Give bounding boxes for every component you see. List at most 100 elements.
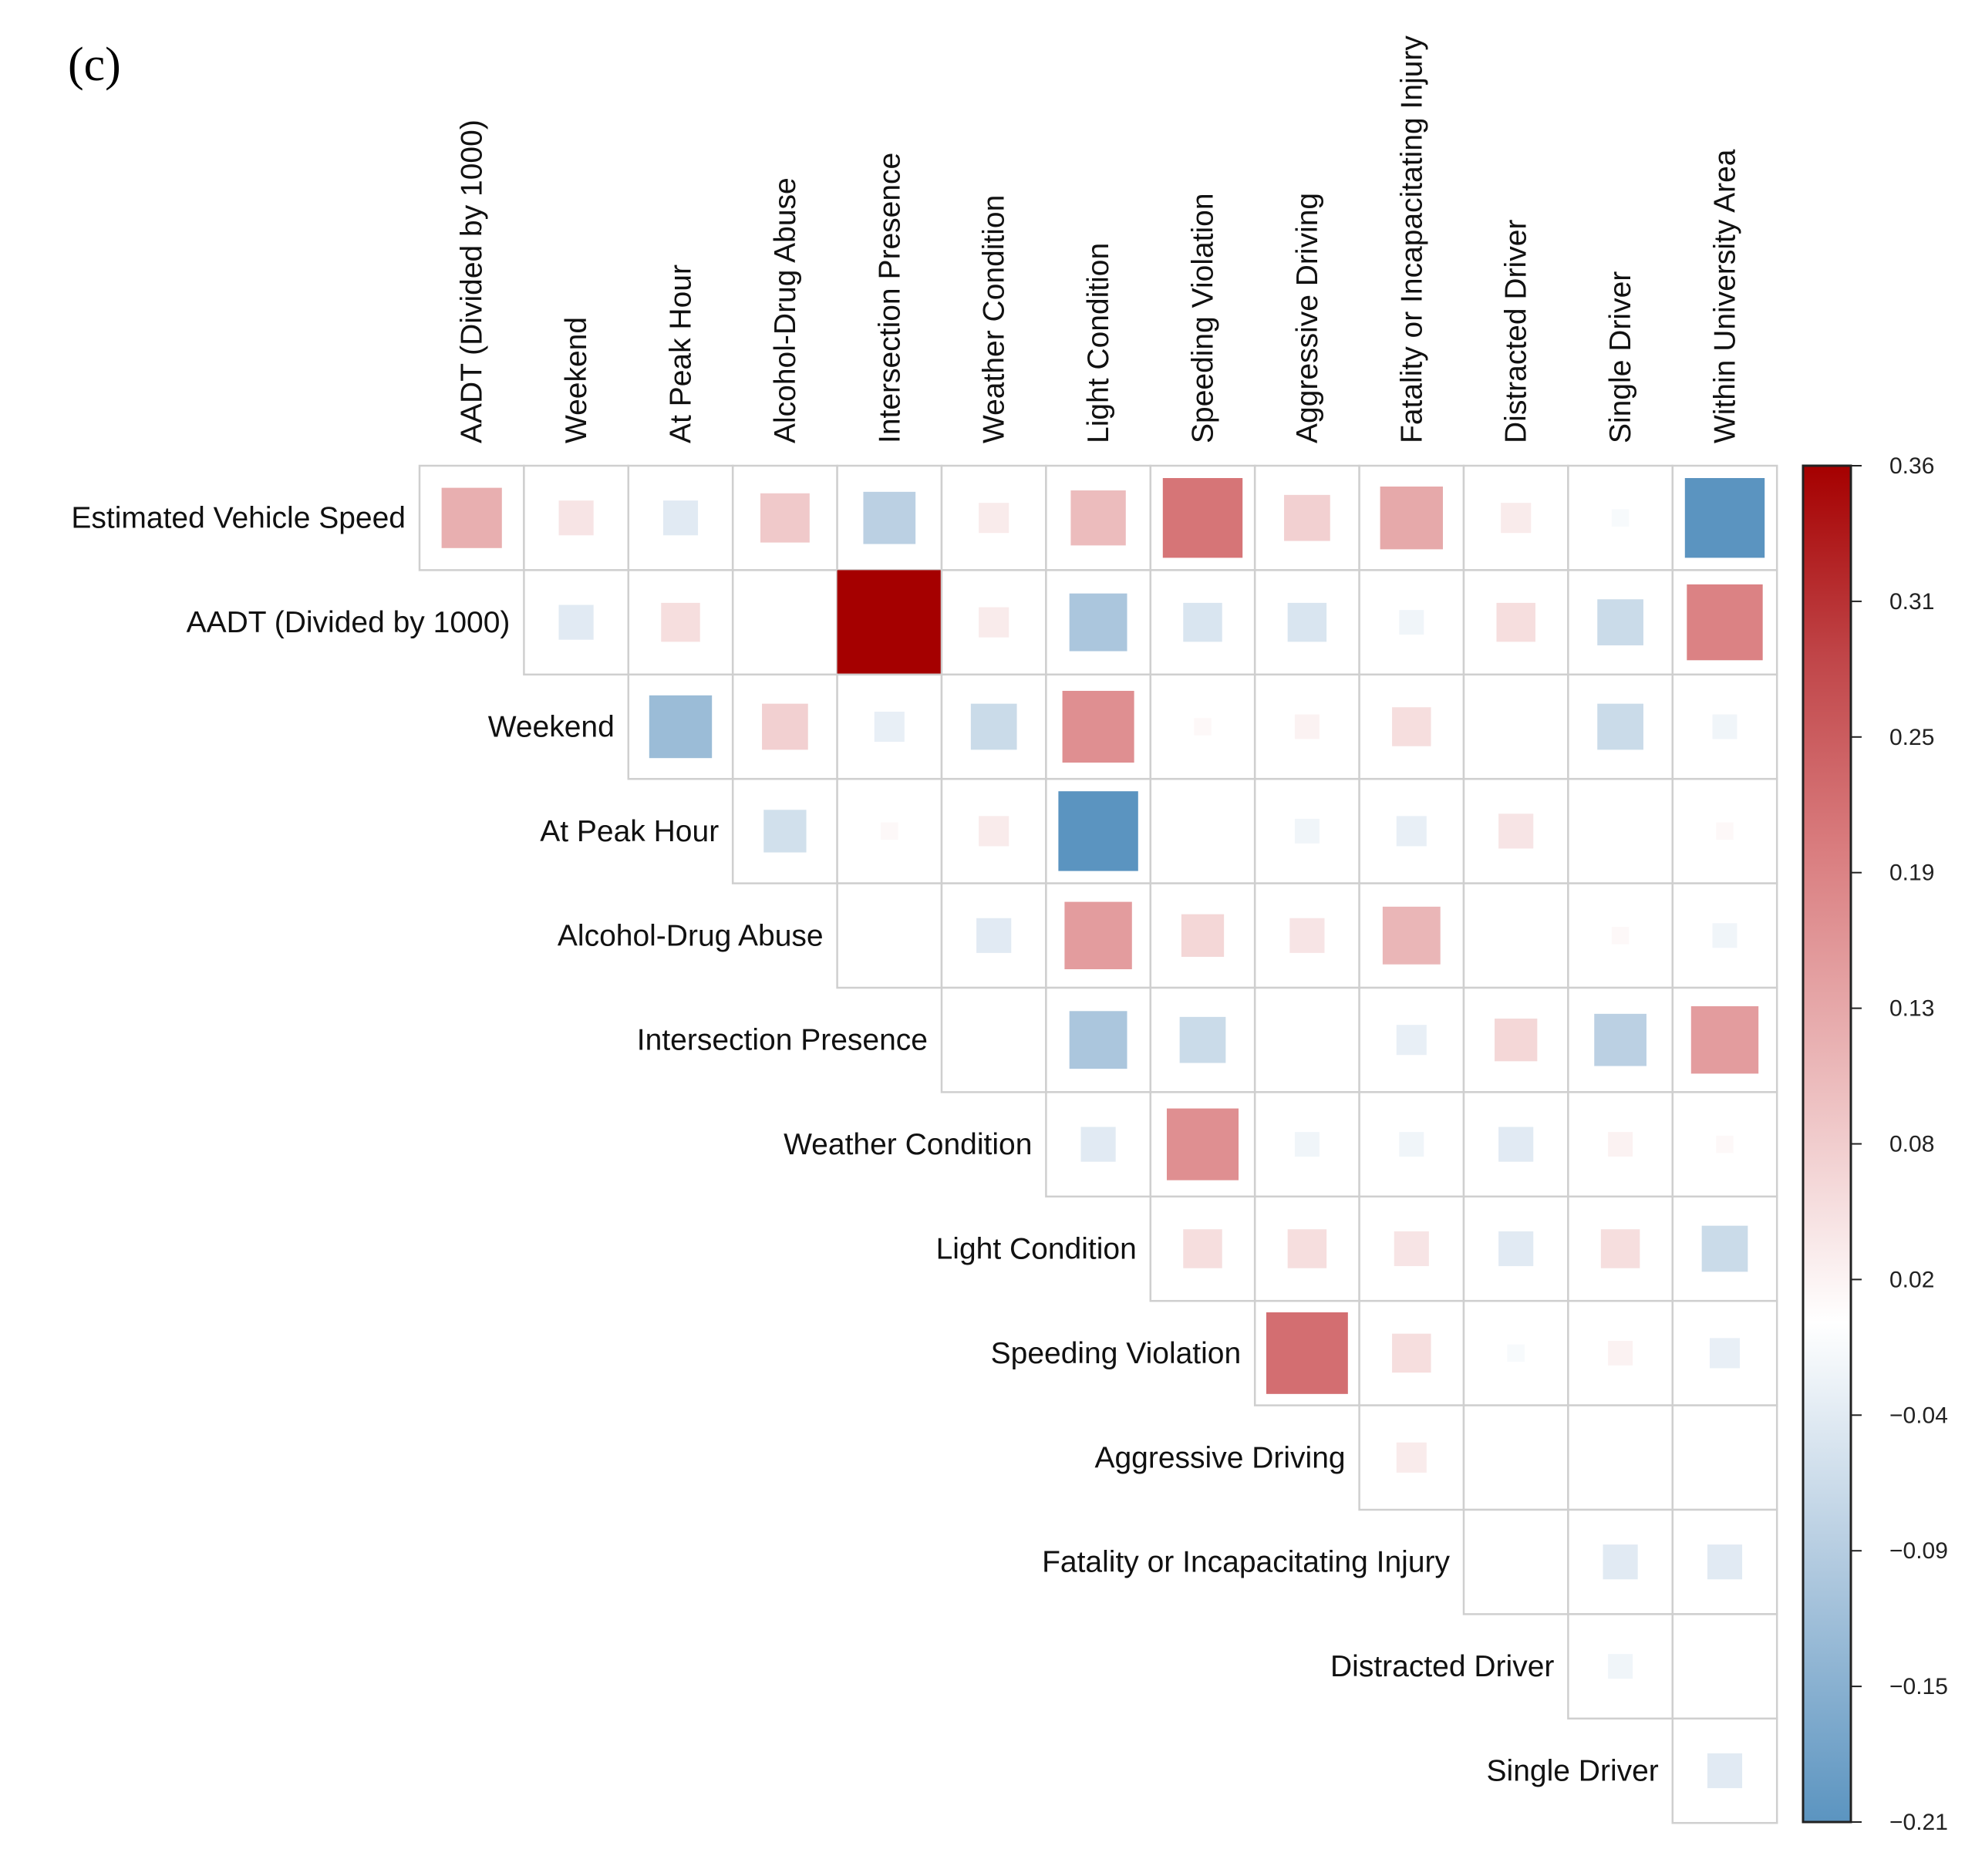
row-label: Light Condition (936, 1233, 1137, 1266)
matrix-cell (1567, 1404, 1674, 1511)
correlation-square (1284, 494, 1330, 541)
correlation-square (1080, 1127, 1116, 1162)
column-label: Speeding Violation (1187, 193, 1220, 443)
correlation-square (760, 493, 810, 543)
correlation-square (1501, 503, 1532, 534)
correlation-square (1507, 1344, 1525, 1362)
colorbar-tick-label: −0.15 (1889, 1674, 1948, 1699)
row-label: Weekend (488, 711, 615, 744)
correlation-square (1396, 816, 1427, 847)
correlation-square (1496, 602, 1535, 642)
correlation-square (1058, 791, 1138, 871)
correlation-square (1394, 1231, 1429, 1267)
row-label: Alcohol-Drug Abuse (558, 919, 824, 952)
correlation-square (558, 500, 594, 536)
correlation-square (1515, 1457, 1519, 1461)
correlation-square (1724, 1666, 1728, 1670)
correlation-square (1062, 690, 1134, 763)
correlation-square (1069, 1011, 1127, 1069)
colorbar-gradient (1802, 464, 1852, 1824)
column-label: Fatality or Incapacitating Injury (1395, 35, 1428, 443)
correlation-square (1070, 490, 1126, 546)
matrix-cell (940, 777, 1047, 884)
colorbar-tick-label: −0.21 (1889, 1810, 1948, 1835)
correlation-square (1515, 935, 1519, 939)
correlation-square (1380, 487, 1443, 550)
correlation-square (1597, 703, 1643, 750)
column-label: At Peak Hour (665, 264, 698, 443)
correlation-square (881, 822, 898, 840)
correlation-square (889, 935, 893, 939)
correlation-square (1294, 714, 1320, 739)
colorbar-tick-label: 0.25 (1889, 725, 1934, 750)
correlation-square (863, 491, 916, 544)
correlation-square (1392, 1333, 1431, 1373)
correlation-square (979, 607, 1009, 638)
matrix-cell (1358, 569, 1465, 676)
correlation-square (979, 816, 1009, 847)
correlation-square (1181, 914, 1225, 957)
correlation-square (1498, 813, 1534, 849)
row-label: Aggressive Driving (1094, 1441, 1345, 1474)
correlation-square (993, 1039, 997, 1043)
column-label: Light Condition (1082, 243, 1115, 443)
correlation-square (1498, 1231, 1534, 1267)
row-label: Speeding Violation (991, 1337, 1242, 1370)
correlation-square (1600, 1229, 1640, 1268)
correlation-square (441, 487, 502, 548)
correlation-square (1594, 1013, 1646, 1066)
correlation-square (1162, 477, 1243, 558)
column-label: AADT (Divided by 1000) (456, 120, 489, 443)
correlation-square (1069, 593, 1127, 652)
correlation-square (1396, 1442, 1427, 1473)
correlation-square (1392, 707, 1431, 746)
correlation-square (1712, 923, 1737, 948)
correlation-square (837, 570, 942, 675)
column-label: Intersection Presence (873, 153, 906, 443)
correlation-square (979, 503, 1009, 534)
matrix-cell (836, 882, 943, 989)
correlation-square (1611, 509, 1630, 527)
correlation-square (1183, 1229, 1222, 1268)
row-label: Single Driver (1487, 1755, 1659, 1788)
correlation-square (1498, 1127, 1534, 1162)
row-label: At Peak Hour (540, 815, 719, 848)
colorbar-tick-label: −0.04 (1889, 1403, 1948, 1428)
correlation-square (976, 918, 1012, 953)
correlation-square (1202, 830, 1206, 834)
correlation-square (1709, 1338, 1741, 1369)
correlation-square (1289, 918, 1325, 953)
correlation-square (874, 711, 905, 743)
colorbar-tick-label: 0.31 (1889, 589, 1934, 615)
matrix-cell (1253, 986, 1360, 1093)
correlation-square (1684, 477, 1765, 558)
correlation-square (1608, 1654, 1633, 1679)
correlation-square (662, 500, 699, 536)
correlation-square (1183, 602, 1222, 642)
correlation-square (1064, 901, 1132, 970)
matrix-cell (523, 569, 630, 676)
correlation-square (1611, 927, 1630, 945)
correlation-square (784, 622, 788, 626)
correlation-square (1399, 610, 1424, 635)
panel-label: (c) (68, 39, 121, 91)
colorbar-tick-label: 0.08 (1889, 1132, 1934, 1157)
correlation-square (1396, 1025, 1427, 1056)
colorbar-tick-label: 0.13 (1889, 996, 1934, 1022)
correlation-square (1294, 818, 1320, 844)
correlation-square (1287, 1229, 1327, 1268)
correlation-square (1724, 1457, 1728, 1461)
correlation-square (970, 703, 1017, 750)
correlation-square (649, 695, 713, 759)
correlation-square (1707, 1753, 1743, 1789)
matrix-cell (1462, 1404, 1569, 1511)
correlation-square (1716, 822, 1734, 840)
correlation-square (1166, 1108, 1239, 1180)
correlation-square (1266, 1312, 1348, 1394)
column-label: Weather Condition (978, 195, 1011, 443)
correlation-square (1382, 906, 1441, 965)
correlation-square (762, 703, 808, 750)
correlation-square (1603, 1544, 1638, 1580)
